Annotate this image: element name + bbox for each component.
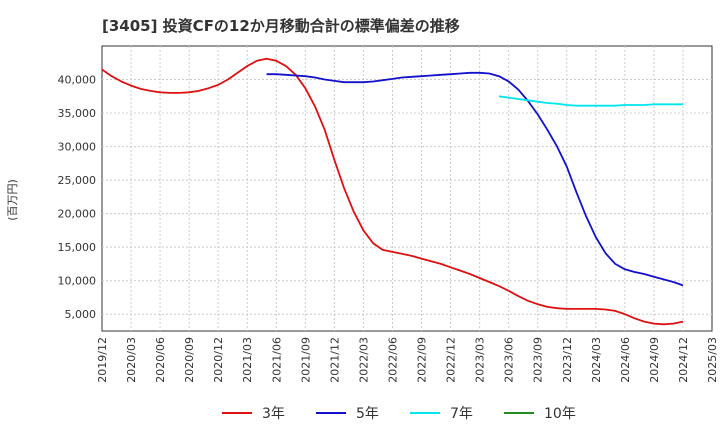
x-tick-label: 2022/12 xyxy=(445,337,458,383)
y-axis-label: (百万円) xyxy=(6,179,19,221)
series-line-3 xyxy=(498,95,683,107)
x-tick-label: 2023/03 xyxy=(474,337,487,383)
x-tick-label: 2024/03 xyxy=(590,337,603,383)
y-tick-label: 25,000 xyxy=(58,174,97,187)
series-line-1 xyxy=(101,57,684,326)
y-tick-label: 30,000 xyxy=(58,141,97,154)
x-tick-label: 2022/06 xyxy=(386,337,399,383)
x-tick-label: 2025/03 xyxy=(706,337,719,383)
x-tick-label: 2020/12 xyxy=(212,337,225,383)
y-tick-label: 10,000 xyxy=(58,275,97,288)
x-tick-label: 2020/06 xyxy=(154,337,167,383)
legend-label-4: 10年 xyxy=(544,406,576,422)
series-line-2 xyxy=(266,71,684,287)
y-tick-label: 15,000 xyxy=(58,241,97,254)
legend-label-2: 5年 xyxy=(356,406,379,422)
x-tick-label: 2020/09 xyxy=(183,337,196,383)
x-tick-label: 2024/12 xyxy=(677,337,690,383)
legend: 3年 5年 7年 10年 xyxy=(222,406,576,422)
x-tick-label: 2024/06 xyxy=(619,337,632,383)
x-tick-label: 2023/12 xyxy=(561,337,574,383)
x-tick-label: 2023/06 xyxy=(503,337,516,383)
plot-frame xyxy=(101,45,713,332)
legend-label-3: 7年 xyxy=(450,406,473,422)
chart-title: [3405] 投資CFの12か月移動合計の標準偏差の推移 xyxy=(102,17,460,35)
x-tick-label: 2022/03 xyxy=(357,337,370,383)
x-tick-label: 2019/12 xyxy=(96,337,109,383)
x-tick-label: 2020/03 xyxy=(125,337,138,383)
legend-label-1: 3年 xyxy=(262,406,285,422)
x-tick-label: 2023/09 xyxy=(532,337,545,383)
x-tick-label: 2021/06 xyxy=(270,337,283,383)
x-tick-label: 2022/09 xyxy=(416,337,429,383)
y-tick-label: 35,000 xyxy=(58,107,97,120)
y-tick-label: 40,000 xyxy=(58,74,97,87)
plot-area: 5,000 10,000 15,000 20,000 25,000 30,000 35,00… xyxy=(58,45,719,383)
x-tick-label: 2024/09 xyxy=(648,337,661,383)
y-tick-label: 20,000 xyxy=(58,208,97,221)
x-tick-label: 2021/12 xyxy=(328,337,341,383)
y-tick-label: 5,000 xyxy=(65,308,97,321)
x-tick-label: 2021/03 xyxy=(241,337,254,383)
x-tick-label: 2021/09 xyxy=(299,337,312,383)
